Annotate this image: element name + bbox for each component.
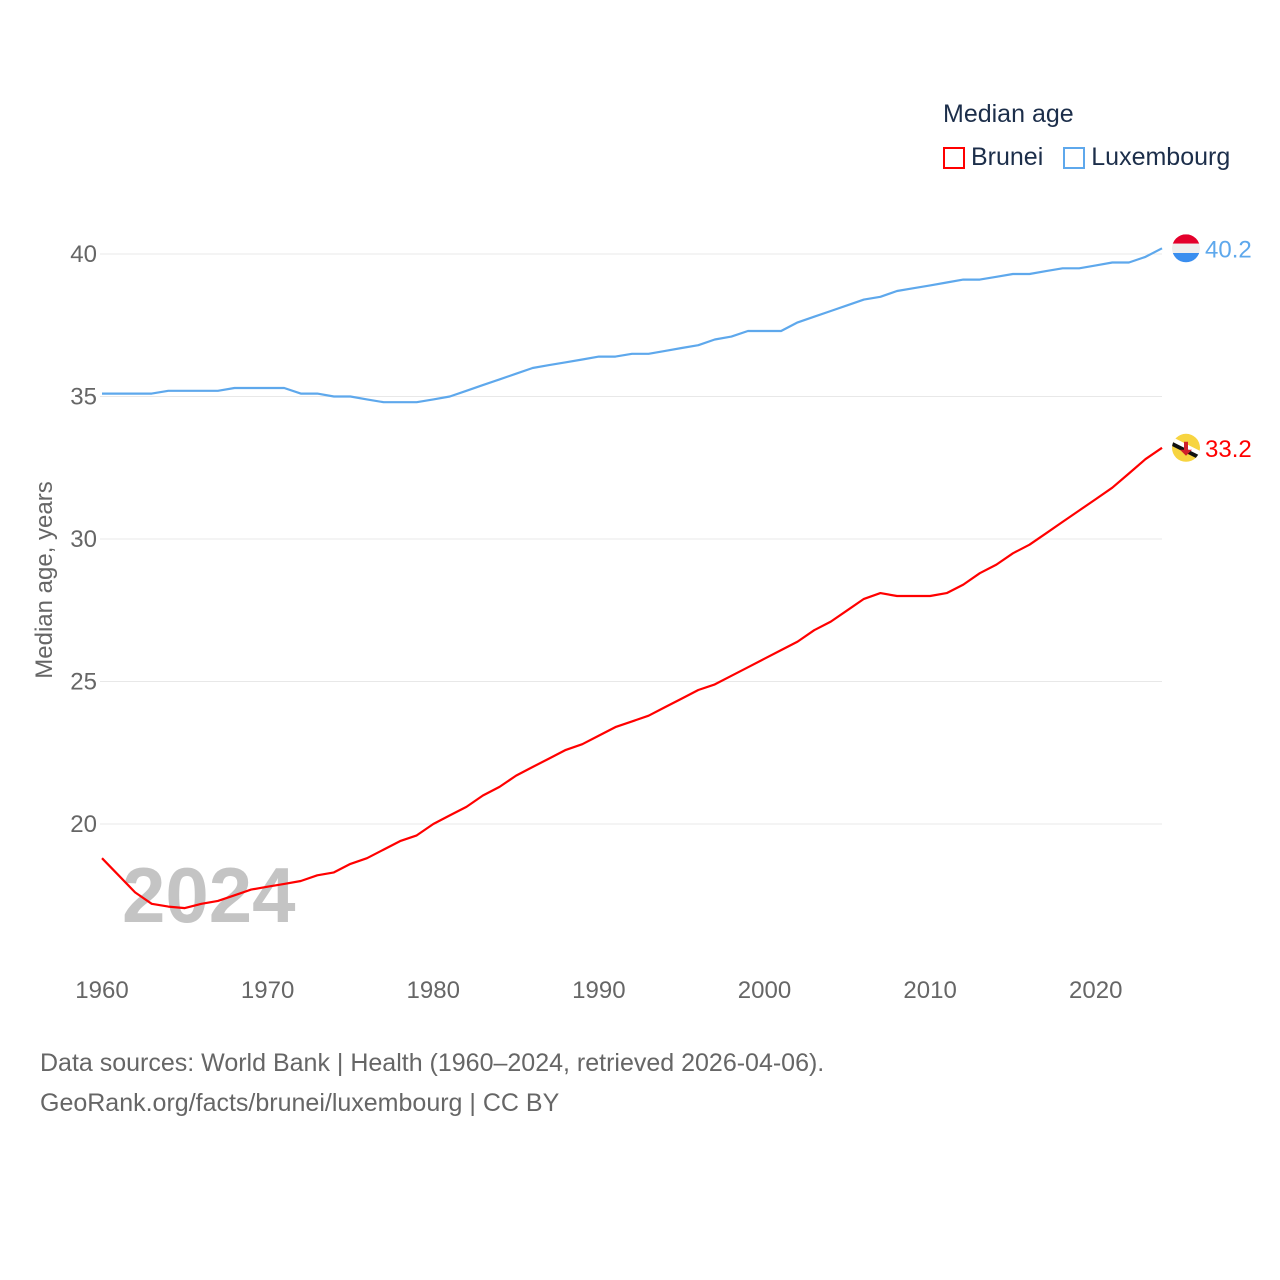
y-tick-label: 25: [70, 669, 97, 696]
x-tick-label: 1960: [75, 977, 128, 1004]
legend-swatch-luxembourg: [1063, 146, 1086, 169]
x-tick-label: 1990: [572, 977, 625, 1004]
legend-label: Luxembourg: [1091, 143, 1231, 171]
end-value-label-brunei: 33.2: [1205, 436, 1252, 463]
legend-label: Brunei: [971, 143, 1044, 171]
legend-item-brunei[interactable]: Brunei: [943, 143, 1043, 172]
x-tick-label: 2010: [903, 977, 956, 1004]
x-tick-label: 1970: [241, 977, 294, 1004]
x-tick-label: 1980: [407, 977, 460, 1004]
legend: Brunei Luxembourg: [943, 143, 1230, 172]
footer: Data sources: World Bank | Health (1960–…: [40, 1043, 824, 1123]
x-tick-label: 2000: [738, 977, 791, 1004]
x-tick-label: 2020: [1069, 977, 1122, 1004]
series-line-luxembourg: [102, 247, 1163, 404]
year-watermark: 2024: [122, 851, 296, 939]
legend-swatch-brunei: [943, 146, 965, 169]
legend-item-luxembourg[interactable]: Luxembourg: [1063, 143, 1230, 172]
y-tick-label: 30: [70, 526, 97, 553]
y-tick-label: 35: [70, 384, 97, 411]
end-value-label-luxembourg: 40.2: [1205, 236, 1252, 263]
data-source-note: Data sources: World Bank | Health (1960–…: [40, 1049, 825, 1077]
y-tick-label: 40: [70, 241, 97, 268]
y-axis-label: Median age, years: [31, 481, 58, 678]
legend-title: Median age: [943, 100, 1074, 128]
y-tick-label: 20: [70, 811, 97, 838]
attribution: GeoRank.org/facts/brunei/luxembourg | CC…: [40, 1089, 560, 1117]
series-line-brunei: [101, 446, 1163, 910]
flag-icon-brunei: [1172, 433, 1200, 462]
flag-icon-luxembourg: [1172, 234, 1200, 263]
